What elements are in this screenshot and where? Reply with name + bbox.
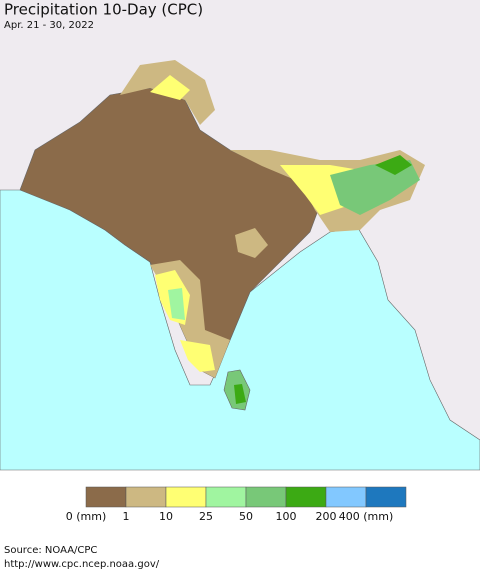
legend-label: 200 — [316, 510, 337, 523]
legend-swatch — [205, 486, 247, 508]
map — [0, 0, 480, 471]
sri-lanka-wet — [234, 384, 246, 404]
legend-label: 10 — [159, 510, 173, 523]
legend-swatch — [285, 486, 327, 508]
legend-label: 1 — [123, 510, 130, 523]
legend-label: 25 — [199, 510, 213, 523]
subtitle: Apr. 21 - 30, 2022 — [4, 20, 94, 31]
legend-label: 0 (mm) — [66, 510, 107, 523]
legend-swatch — [85, 486, 127, 508]
legend-label: 100 — [276, 510, 297, 523]
legend-swatch — [325, 486, 367, 508]
legend-swatch — [125, 486, 167, 508]
north-patch — [150, 75, 190, 100]
legend: 0 (mm) 1 10 25 50 100 200 400 (mm) — [66, 486, 407, 523]
central-patch — [235, 228, 268, 258]
source-url: http://www.cpc.ncep.noaa.gov/ — [4, 559, 160, 570]
legend-swatch — [245, 486, 287, 508]
title: Precipitation 10-Day (CPC) — [4, 1, 203, 19]
northeast-green — [330, 160, 420, 215]
legend-swatch — [365, 486, 407, 508]
legend-swatch — [165, 486, 207, 508]
west-coast-green — [168, 288, 185, 320]
kerala-yellow — [180, 340, 215, 372]
source: Source: NOAA/CPC — [4, 545, 97, 556]
northeast-dark-green — [375, 155, 412, 175]
legend-label: 50 — [239, 510, 253, 523]
legend-label: 400 (mm) — [339, 510, 394, 523]
